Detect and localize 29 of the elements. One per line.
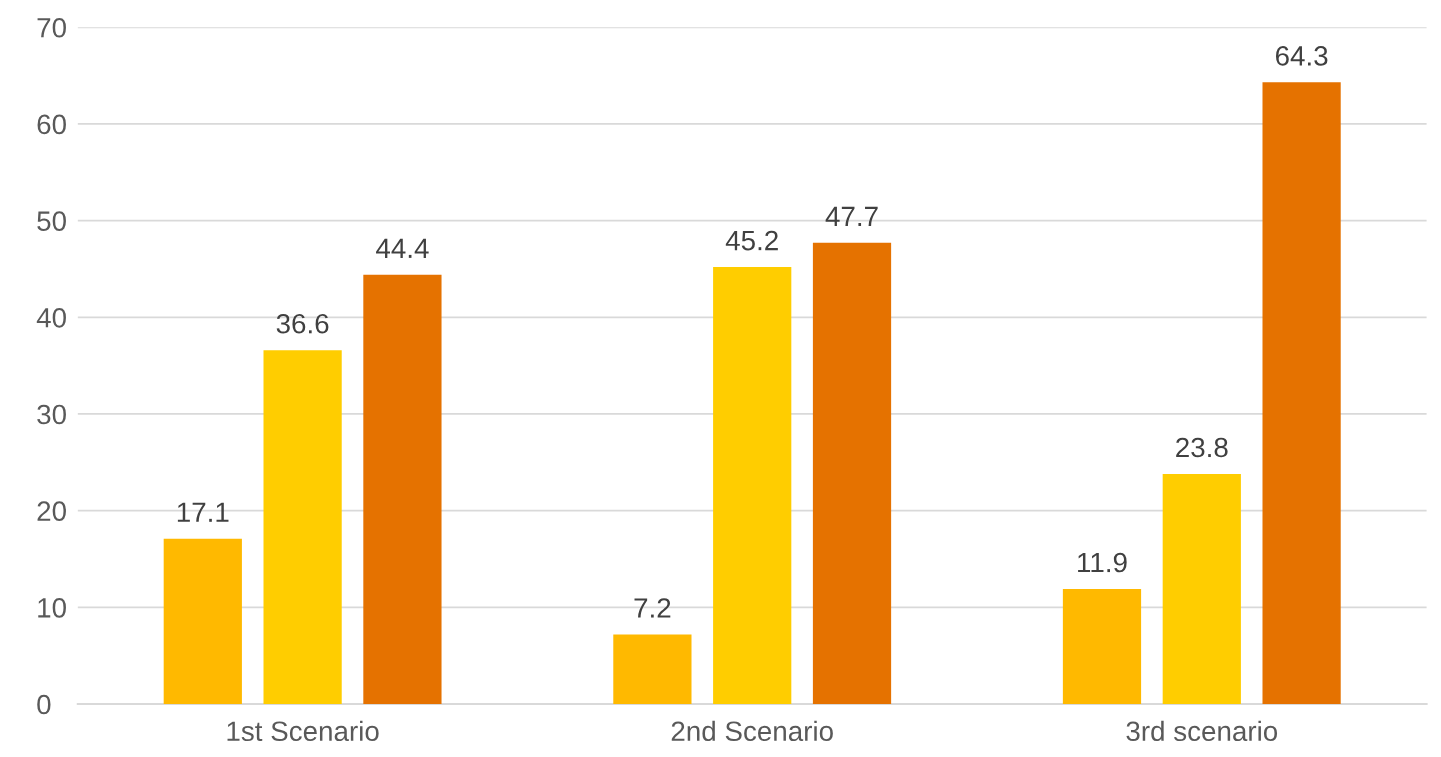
y-tick-label: 0 [37, 694, 51, 715]
data-label: 7.2 [634, 598, 671, 618]
data-label: 17.1 [177, 502, 229, 522]
y-tick-label: 30 [37, 404, 66, 425]
y-tick-label: 40 [36, 307, 66, 328]
data-label: 47.7 [825, 206, 878, 226]
x-tick-label: 3rd scenario [1126, 720, 1278, 742]
data-label: 23.8 [1176, 437, 1228, 458]
y-tick-label: 60 [37, 114, 66, 135]
y-tick-label: 70 [37, 17, 66, 38]
y-tick-label: 50 [37, 211, 66, 231]
bar [812, 242, 892, 705]
x-tick-label: 1st Scenario [227, 720, 379, 742]
data-label: 11.9 [1078, 552, 1127, 573]
data-label: 64.3 [1275, 46, 1328, 66]
bar [1162, 473, 1241, 705]
y-tick-label: 10 [38, 598, 66, 618]
data-label: 45.2 [725, 230, 778, 251]
bar [263, 350, 342, 705]
y-tick-label: 20 [37, 501, 66, 521]
bar [1262, 82, 1341, 705]
bar [363, 274, 442, 705]
bar [713, 267, 792, 705]
bar [1062, 588, 1142, 705]
data-label: 44.4 [376, 238, 429, 258]
x-tick-label: 2nd Scenario [671, 720, 833, 742]
bar [613, 634, 692, 705]
data-label: 36.6 [276, 313, 329, 334]
bar [163, 538, 242, 705]
